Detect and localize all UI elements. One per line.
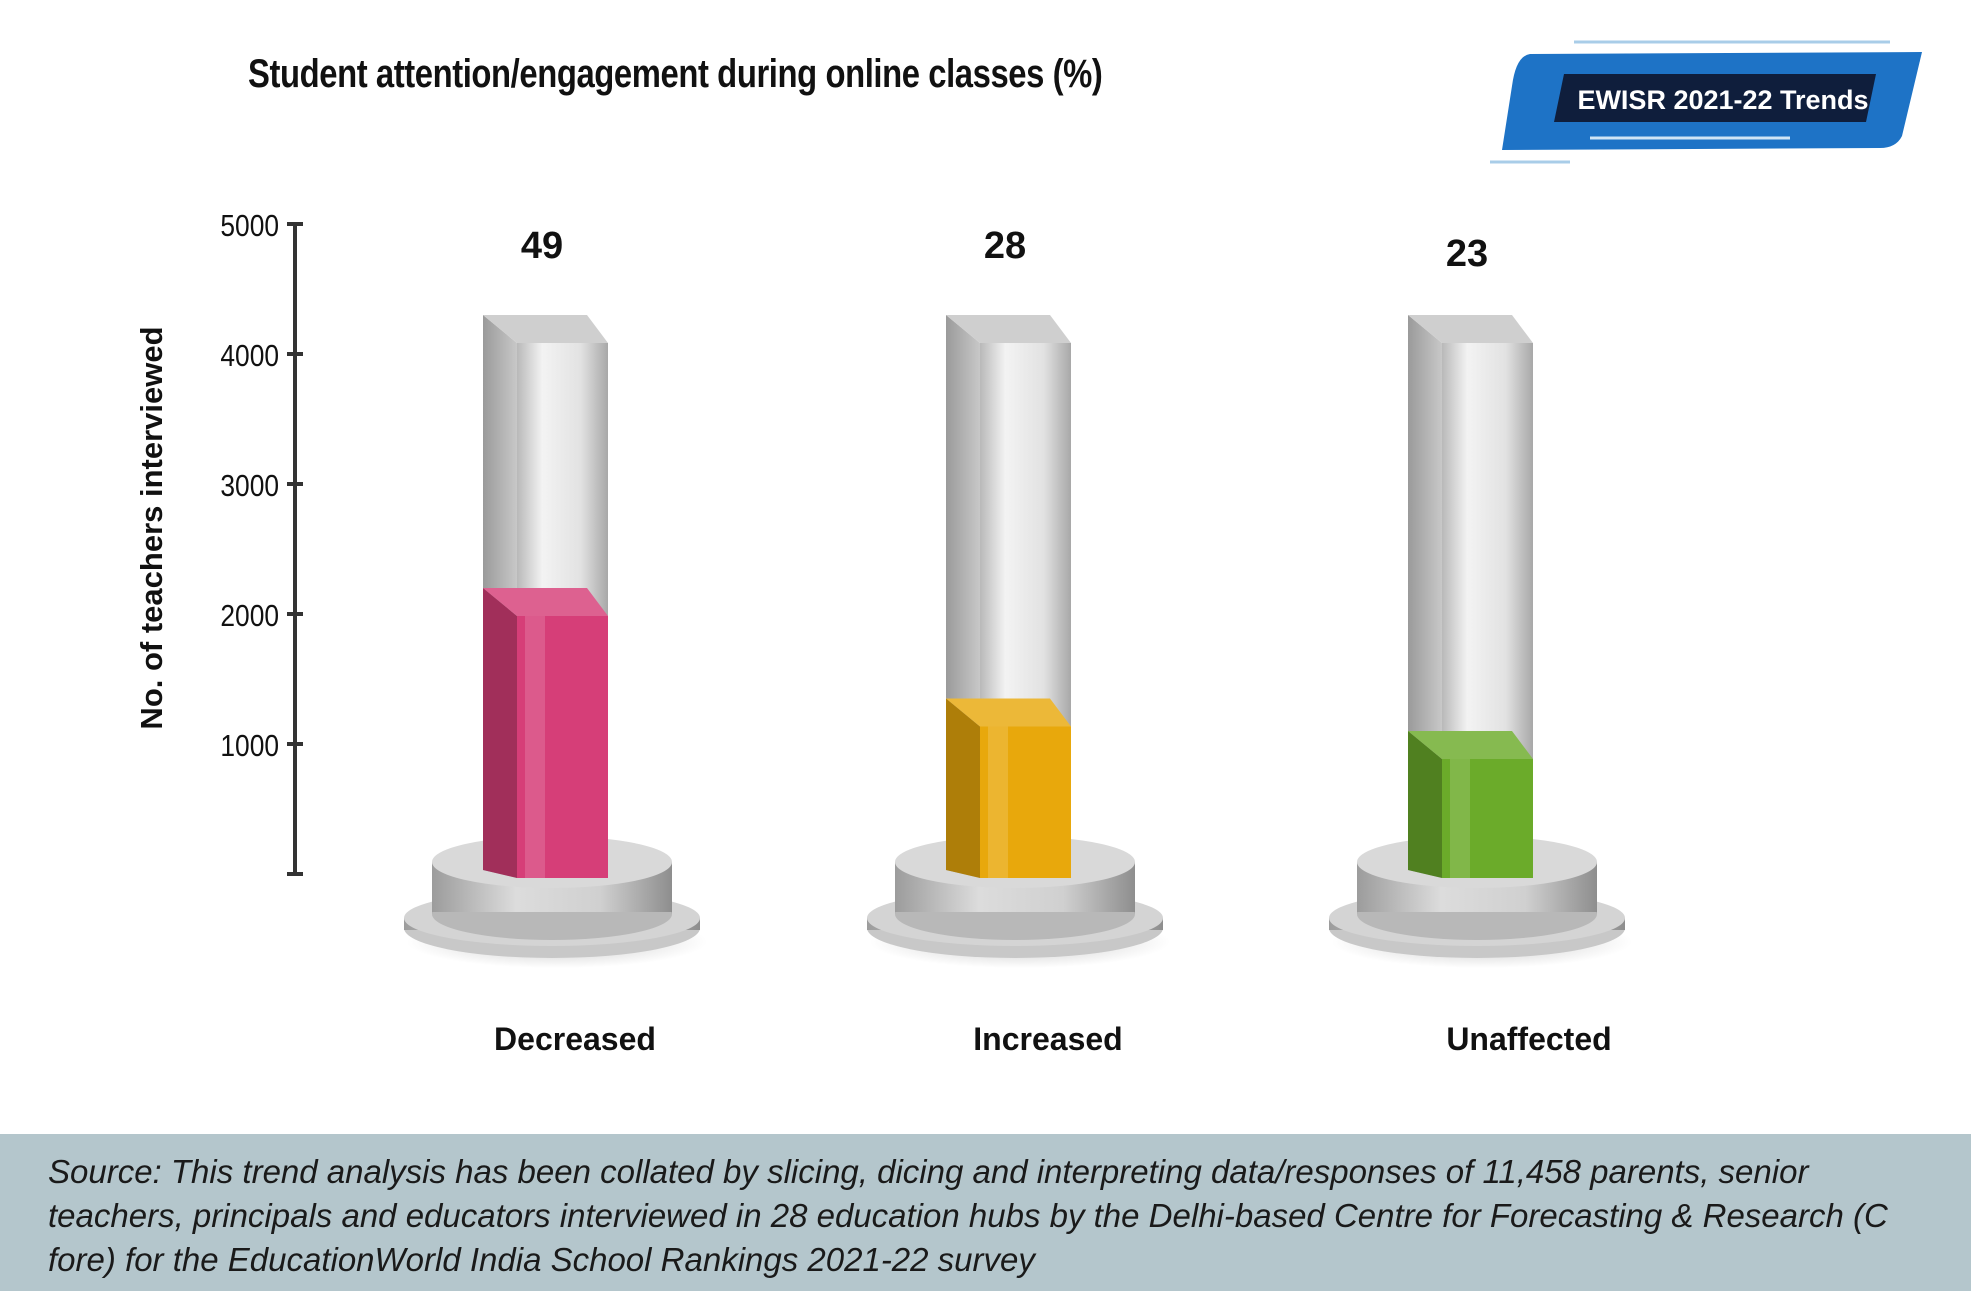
y-tick-label: 2000 — [220, 599, 279, 633]
fill-highlight — [988, 726, 1008, 878]
trends-badge-label: EWISR 2021-22 Trends — [1577, 84, 1869, 115]
chart-area: No. of teachers interviewed 1000 2000 3000… — [134, 209, 1632, 1057]
source-text: Source: This trend analysis has been col… — [48, 1153, 1888, 1278]
y-tick-label: 1000 — [220, 729, 279, 763]
fill-top — [1408, 731, 1533, 759]
fill-side — [946, 698, 980, 878]
bars: 49 Decreased 28 Increased 23 Unaffected — [404, 225, 1632, 1057]
fill-side — [483, 588, 517, 878]
bar-group-unaffected: 23 Unaffected — [1329, 233, 1632, 1057]
value-label: 49 — [521, 225, 563, 267]
fill-top — [946, 698, 1071, 727]
category-label: Unaffected — [1446, 1021, 1611, 1057]
tube-top-cap — [946, 315, 1071, 343]
y-tick-label: 4000 — [220, 339, 279, 373]
source-footer — [0, 1134, 1971, 1291]
fill-highlight — [525, 616, 545, 878]
y-axis-ticks: 1000 2000 3000 4000 5000 — [220, 209, 303, 764]
chart-title: Student attention/engagement during onli… — [248, 52, 1103, 96]
tube-top-cap — [483, 315, 608, 343]
fill-top — [483, 588, 608, 616]
y-tick-label: 5000 — [220, 209, 279, 243]
trends-badge — [1490, 40, 1922, 164]
category-label: Increased — [973, 1021, 1122, 1057]
bar-group-decreased: 49 Decreased — [404, 225, 707, 1057]
bar-group-increased: 28 Increased — [867, 225, 1170, 1057]
y-axis-label: No. of teachers interviewed — [134, 326, 169, 729]
fill-side — [1408, 731, 1442, 878]
y-tick-label: 3000 — [220, 469, 279, 503]
value-label: 28 — [984, 225, 1026, 267]
category-label: Decreased — [494, 1021, 656, 1057]
tube-top-cap — [1408, 315, 1533, 343]
fill-highlight — [1450, 759, 1470, 878]
value-label: 23 — [1446, 233, 1488, 275]
